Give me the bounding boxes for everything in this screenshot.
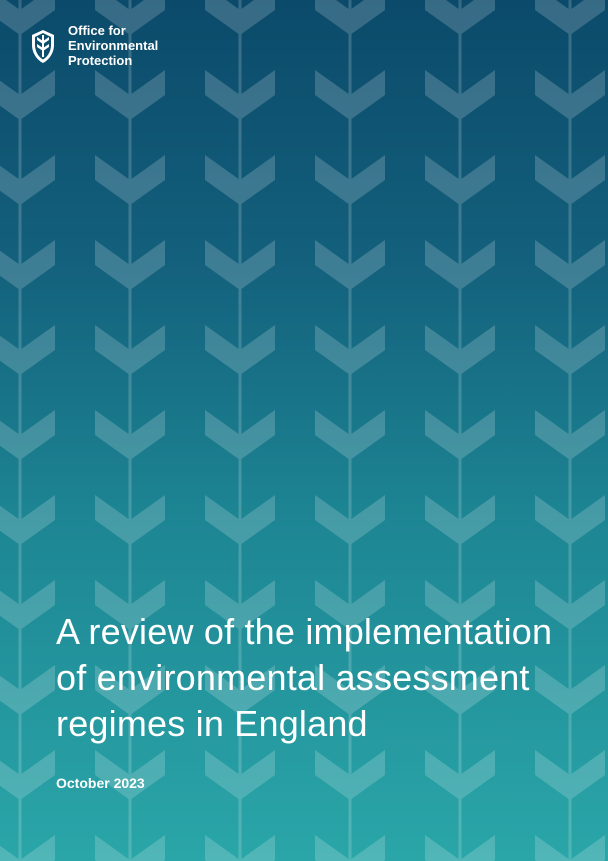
title-block: A review of the implementation of enviro…: [56, 609, 568, 791]
shield-leaf-icon: [28, 27, 58, 65]
org-name-line3: Protection: [68, 54, 158, 69]
report-title: A review of the implementation of enviro…: [56, 609, 568, 747]
org-name-line1: Office for: [68, 24, 158, 39]
report-cover: Office for Environmental Protection A re…: [0, 0, 608, 861]
org-name: Office for Environmental Protection: [68, 24, 158, 69]
org-logo: Office for Environmental Protection: [28, 24, 158, 69]
org-name-line2: Environmental: [68, 39, 158, 54]
report-date: October 2023: [56, 775, 568, 791]
